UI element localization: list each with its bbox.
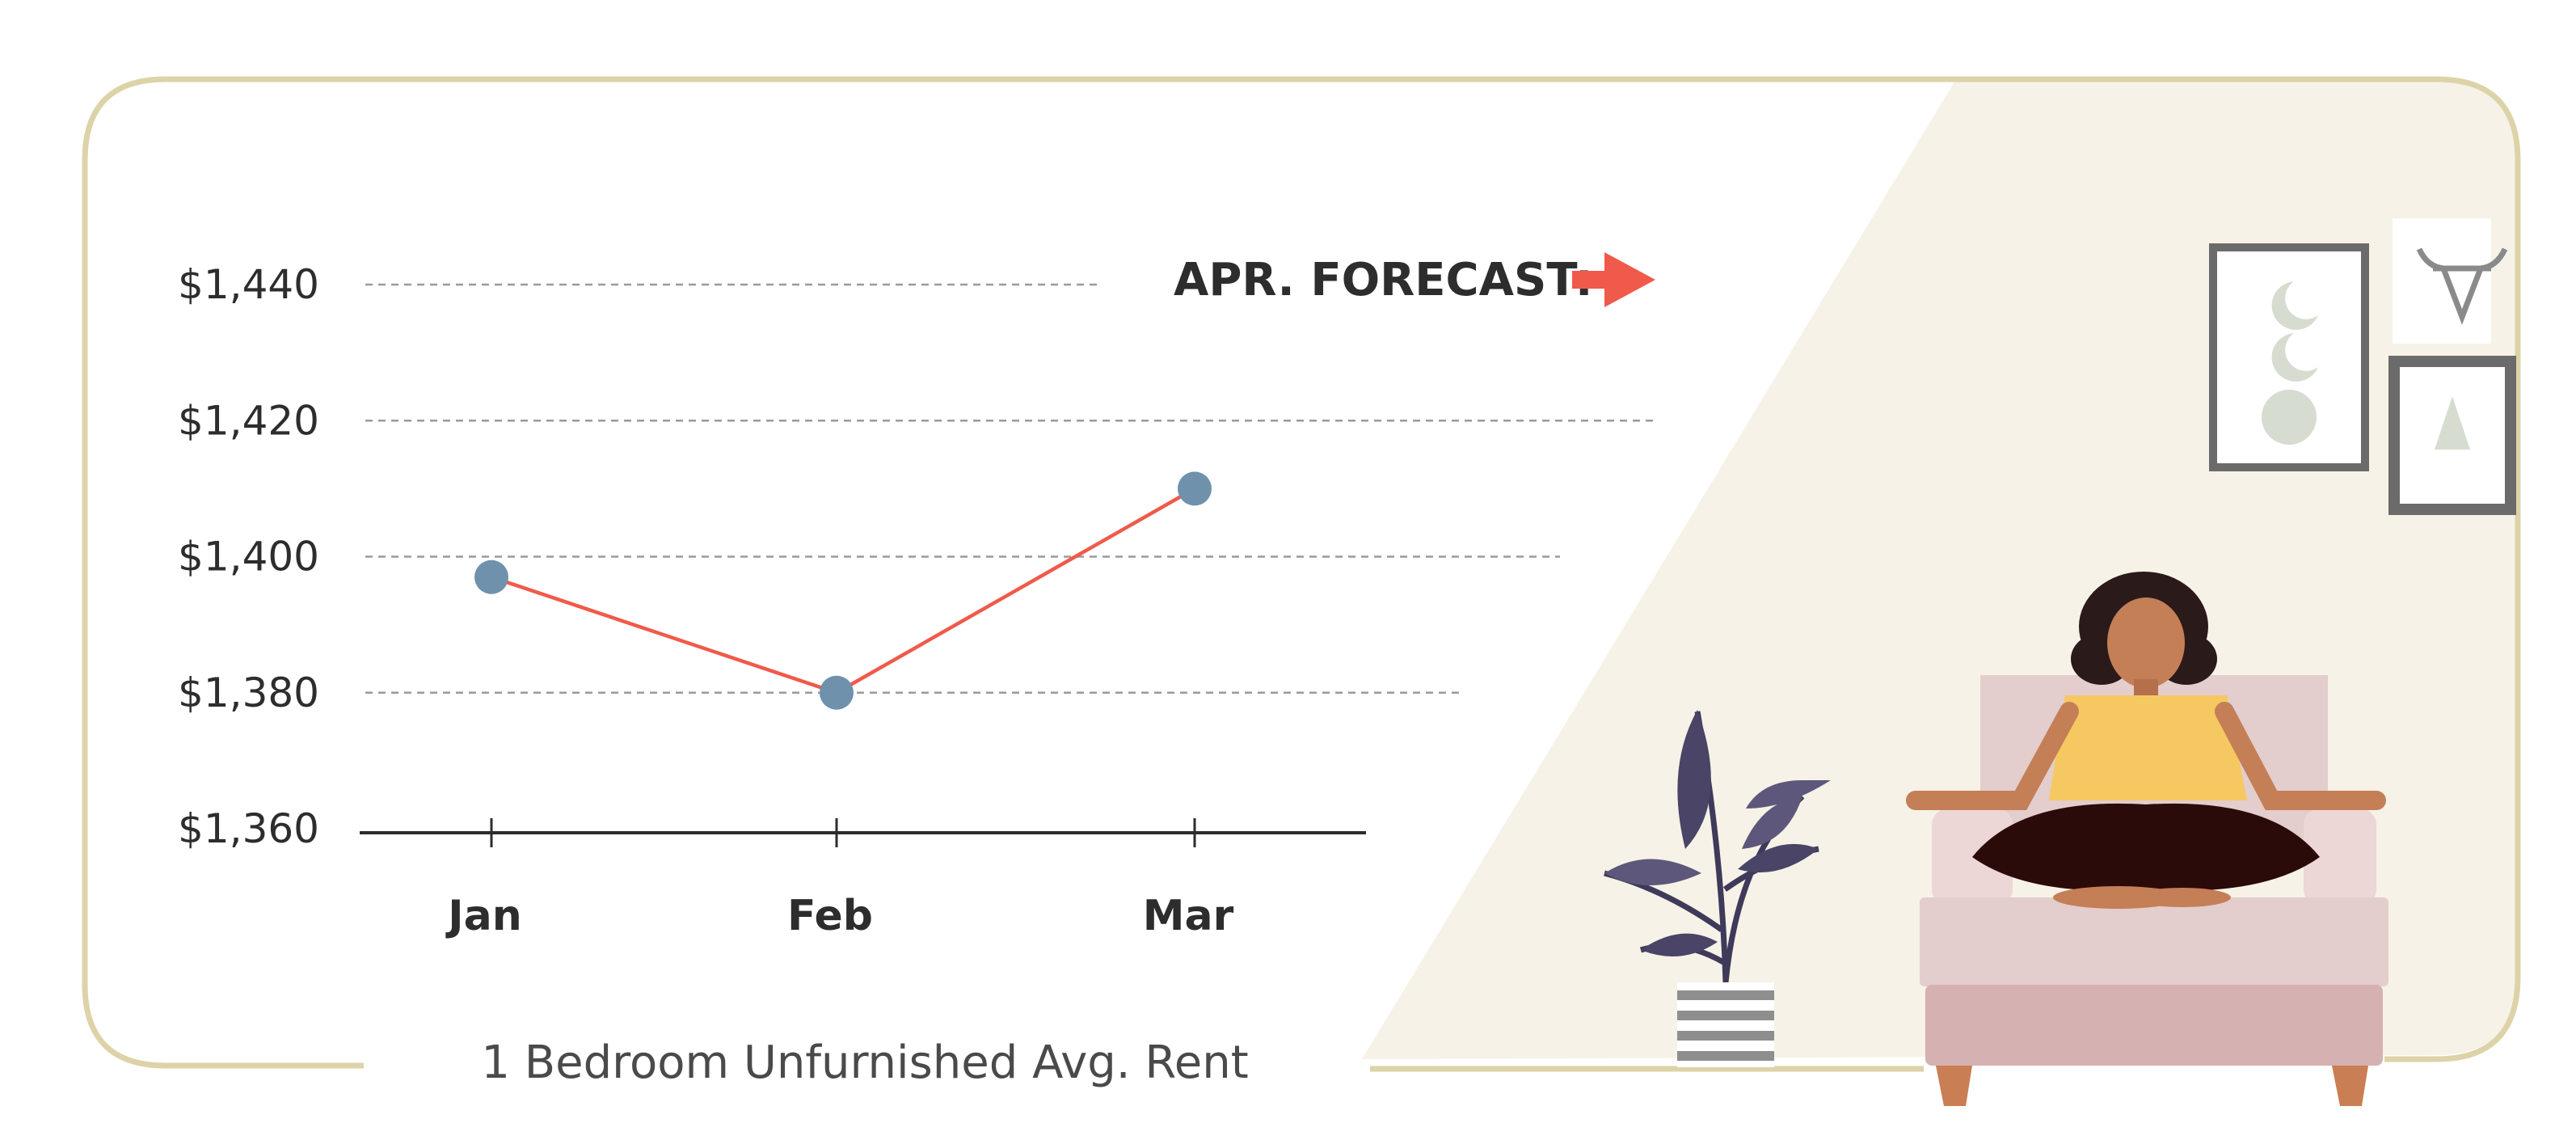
card-frame <box>82 76 2521 1069</box>
moon-phases-frame-icon <box>2209 243 2369 471</box>
series-line <box>491 487 1196 695</box>
meditating-woman-icon <box>1906 572 2386 909</box>
x-tick-label: Feb <box>787 892 873 940</box>
y-tick-label: $1,380 <box>178 669 319 716</box>
y-tick-label: $1,400 <box>178 534 319 581</box>
forecast-arrow-icon <box>1572 252 1655 307</box>
y-tick-label: $1,440 <box>178 261 319 308</box>
x-axis-ticks: Jan Feb Mar <box>445 818 1234 940</box>
x-tick-label: Mar <box>1143 892 1234 940</box>
forecast-annotation: APR. FORECAST: <box>1174 254 1593 306</box>
series-line-layer <box>491 487 1196 695</box>
data-point <box>1178 471 1212 506</box>
x-tick-label: Jan <box>445 892 521 940</box>
data-point <box>474 559 508 594</box>
y-tick-label: $1,420 <box>178 397 319 444</box>
data-point <box>820 675 854 710</box>
series-points <box>474 471 1212 710</box>
grid-lines <box>365 283 1653 694</box>
bull-logo-icon <box>2393 218 2508 344</box>
potted-plant-icon <box>1604 710 1831 1067</box>
chart-caption: 1 Bedroom Unfurnished Avg. Rent <box>481 1037 1248 1089</box>
y-tick-label: $1,360 <box>178 805 319 852</box>
triangle-frame-icon <box>2388 356 2516 515</box>
y-axis-ticks: $1,360 $1,380 $1,400 $1,420 $1,440 <box>178 261 319 852</box>
